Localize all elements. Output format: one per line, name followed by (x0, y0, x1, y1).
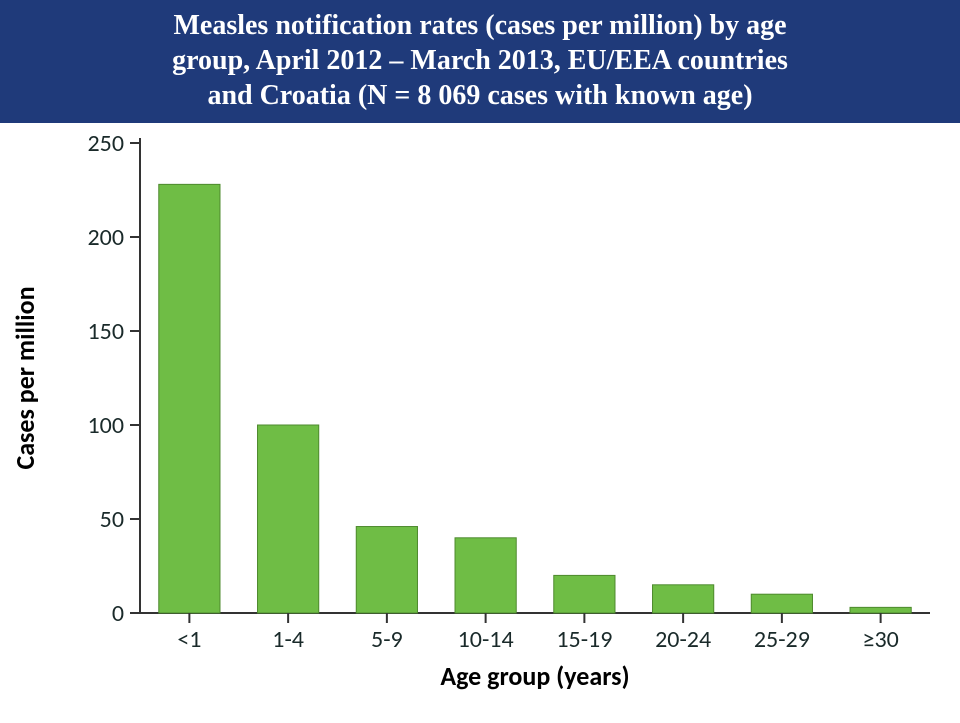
svg-text:≥30: ≥30 (862, 625, 898, 654)
title-line-1: Measles notification rates (cases per mi… (173, 10, 786, 41)
title-bar: Measles notification rates (cases per mi… (0, 0, 960, 123)
svg-text:Age group (years): Age group (years) (440, 660, 629, 692)
svg-text:<1: <1 (177, 625, 201, 654)
svg-text:250: 250 (88, 129, 125, 158)
svg-text:100: 100 (88, 411, 125, 440)
svg-text:20-24: 20-24 (655, 625, 711, 654)
svg-text:50: 50 (100, 505, 124, 534)
chart-title: Measles notification rates (cases per mi… (16, 8, 944, 113)
svg-text:5-9: 5-9 (371, 625, 403, 654)
chart-area: 0 50 100 150 200 250 <1 1-4 5-9 10-14 15-19 20-24 25… (0, 123, 960, 723)
svg-text:150: 150 (88, 317, 125, 346)
svg-text:25-29: 25-29 (754, 625, 810, 654)
svg-text:200: 200 (88, 223, 125, 252)
svg-text:10-14: 10-14 (458, 625, 514, 654)
title-line-2: group, April 2012 – March 2013, EU/EEA c… (172, 45, 788, 76)
bar-chart: 0 50 100 150 200 250 <1 1-4 5-9 10-14 15-19 20-24 25… (0, 123, 960, 703)
svg-text:1-4: 1-4 (272, 625, 304, 654)
svg-text:Cases per million: Cases per million (9, 286, 41, 469)
svg-text:0: 0 (112, 599, 124, 628)
title-line-3: and Croatia (N = 8 069 cases with known … (207, 80, 752, 111)
svg-text:15-19: 15-19 (556, 625, 612, 654)
